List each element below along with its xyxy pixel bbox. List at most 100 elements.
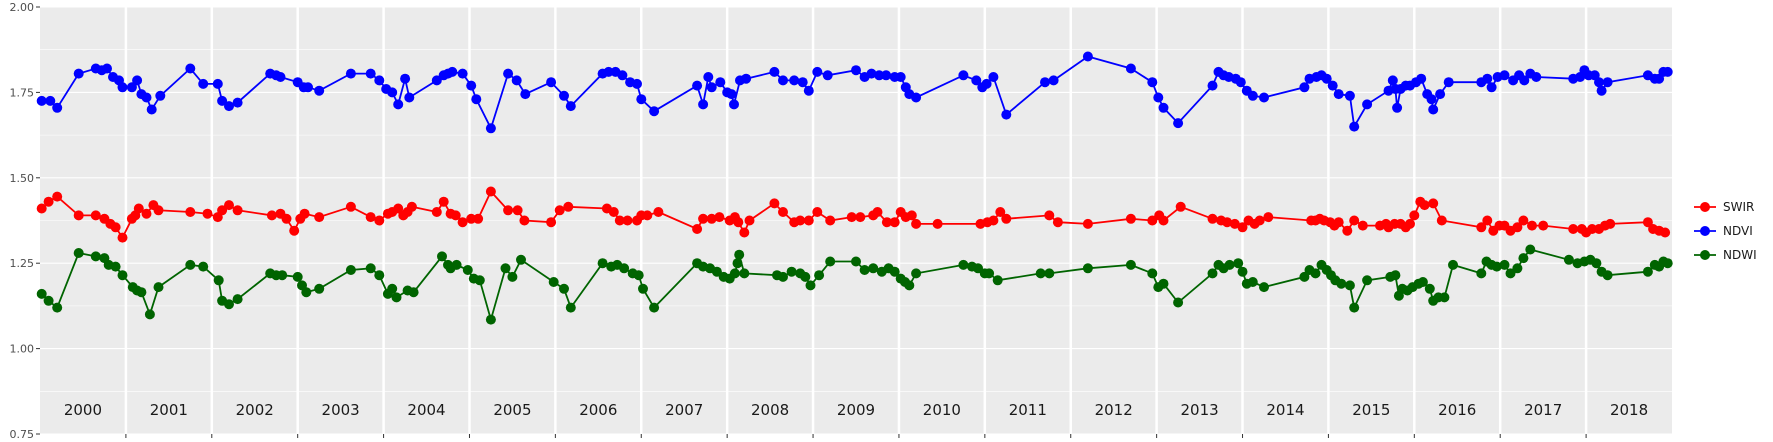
swir-point <box>431 207 442 217</box>
ndvi-point <box>895 72 906 82</box>
swir-point <box>846 212 857 223</box>
ndvi-point <box>102 63 112 74</box>
swir-point <box>1568 224 1579 234</box>
ndwi-point <box>500 263 511 274</box>
ndvi-point <box>1321 73 1332 84</box>
swir-point <box>744 215 755 226</box>
ndwi-point <box>1082 263 1093 274</box>
ndvi-point <box>303 82 313 93</box>
year-label: 2017 <box>1524 401 1562 419</box>
ndwi-point <box>136 287 147 298</box>
ndwi-point <box>1044 268 1055 279</box>
ndwi-point <box>1476 268 1487 279</box>
ndwi-point <box>277 270 288 281</box>
ndwi-point <box>292 271 303 282</box>
swir-point <box>232 205 243 216</box>
ndvi-point <box>485 123 496 134</box>
ndwi-point <box>462 265 473 275</box>
ndwi-point <box>36 288 47 299</box>
ndvi-point <box>866 68 877 79</box>
ndvi-point <box>457 68 468 79</box>
year-label: 2013 <box>1180 401 1218 419</box>
ndvi-point <box>1153 92 1164 103</box>
ndwi-point <box>232 294 243 305</box>
ndwi-point <box>814 270 825 281</box>
swir-point <box>519 215 530 226</box>
swir-point <box>438 196 449 207</box>
ndwi-point <box>153 282 164 293</box>
ndvi-point <box>617 70 628 81</box>
year-label: 2008 <box>751 401 789 419</box>
swir-point <box>314 212 325 223</box>
swir-point <box>714 212 725 223</box>
ndvi-point <box>1158 102 1169 113</box>
swir-point <box>393 203 404 214</box>
ndvi-point <box>1486 82 1497 93</box>
ndvi-point <box>692 80 703 91</box>
ndvi-point <box>1362 99 1373 110</box>
swir-point <box>1229 218 1240 229</box>
ndvi-point <box>1259 92 1269 103</box>
ndvi-point <box>769 66 780 77</box>
ndwi-point <box>1158 278 1169 289</box>
swir-point <box>90 210 101 221</box>
swir-point <box>466 213 477 224</box>
ndvi-point <box>1435 89 1446 100</box>
ndvi-point <box>503 68 514 79</box>
ndvi-point <box>1499 70 1510 81</box>
ndwi-point <box>778 271 788 282</box>
ndvi-point <box>431 75 442 86</box>
swir-point <box>133 203 144 214</box>
year-label: 2011 <box>1009 401 1047 419</box>
ndvi-point <box>345 68 356 79</box>
ndwi-point <box>1349 302 1360 313</box>
ndwi-point <box>711 266 722 277</box>
ndvi-point <box>1519 75 1530 86</box>
ndwi-point <box>786 266 797 277</box>
swir-point <box>825 215 836 226</box>
swir-point <box>1237 222 1248 233</box>
swir-point <box>1419 200 1430 211</box>
swir-point <box>43 196 54 207</box>
ndwi-point <box>365 263 376 274</box>
ndvi-point <box>141 92 152 103</box>
ndwi-point <box>451 259 462 270</box>
ndwi-point <box>43 295 54 306</box>
year-label: 2016 <box>1438 401 1476 419</box>
year-label: 2001 <box>150 401 188 419</box>
swir-point <box>1254 215 1265 226</box>
ndvi-point <box>1327 80 1338 91</box>
ndvi-legend-key <box>1700 226 1710 236</box>
ndwi-point <box>73 248 84 258</box>
ndwi-point <box>1642 266 1653 277</box>
ndwi-point <box>90 251 101 262</box>
swir-point <box>622 215 633 226</box>
swir-point <box>365 212 376 223</box>
ndwi-point <box>1512 263 1523 274</box>
ndvi-point <box>881 70 892 81</box>
swir-legend-key <box>1700 202 1710 212</box>
ndwi-point <box>213 275 224 286</box>
swir-point <box>1527 220 1537 231</box>
ndvi-point <box>155 90 166 101</box>
swir-point <box>1001 213 1012 224</box>
year-label: 2006 <box>579 401 617 419</box>
ndwi-point <box>391 292 402 303</box>
ndwi-point <box>729 268 740 279</box>
ndvi-point <box>1594 77 1604 88</box>
ndvi-point <box>874 70 885 81</box>
swir-point <box>1147 215 1158 226</box>
swir-point <box>1082 218 1093 229</box>
swir-point <box>1158 215 1169 226</box>
series-layer <box>36 51 1673 325</box>
ndvi-point <box>511 75 522 86</box>
ndvi-point <box>1207 80 1218 91</box>
ndvi-point <box>729 99 739 110</box>
ndvi-point <box>146 104 157 115</box>
ndvi-point <box>789 75 800 86</box>
ndvi-point <box>1040 77 1050 88</box>
swir-point <box>374 215 385 226</box>
ndvi-point <box>565 101 576 112</box>
ndwi-point <box>1602 270 1613 281</box>
swir-point <box>1605 218 1616 229</box>
